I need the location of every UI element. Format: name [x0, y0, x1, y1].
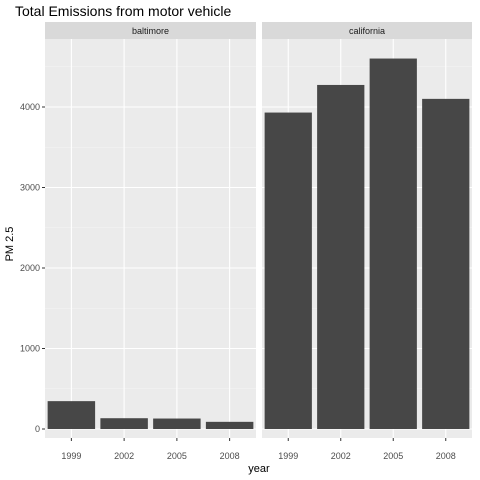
- bar-california-1999: [264, 112, 312, 429]
- bar-california-2008: [422, 98, 470, 429]
- x-tick-label: 2008: [220, 451, 240, 461]
- y-axis: 0 1000 2000 3000 4000: [20, 102, 45, 434]
- bar-california-2002: [317, 84, 365, 430]
- facet-panels: baltimore 1999 2002 2005 2008 california 1999 2…: [45, 22, 472, 461]
- x-tick-label: 2005: [167, 451, 187, 461]
- panel-background: [45, 39, 256, 438]
- x-tick-label: 1999: [278, 451, 298, 461]
- bar-baltimore-2002: [100, 418, 148, 429]
- y-tick-label: 4000: [20, 102, 40, 112]
- facet-california: california 1999 2002 2005 2008: [262, 22, 472, 461]
- bar-baltimore-2005: [153, 418, 201, 429]
- x-tick-label: 2005: [383, 451, 403, 461]
- bar-baltimore-1999: [47, 401, 96, 429]
- bar-baltimore-2008: [205, 421, 254, 429]
- y-tick-label: 1000: [20, 344, 40, 354]
- facet-strip-label: california: [349, 26, 385, 36]
- y-axis-title: PM 2.5: [4, 227, 16, 262]
- x-tick-label: 2002: [331, 451, 351, 461]
- chart-title: Total Emissions from motor vehicle: [15, 3, 232, 19]
- x-axis-title: year: [248, 463, 270, 475]
- y-tick-label: 3000: [20, 183, 40, 193]
- facet-baltimore: baltimore 1999 2002 2005 2008: [45, 22, 256, 461]
- bar-california-2005: [369, 58, 417, 429]
- y-tick-label: 0: [35, 424, 40, 434]
- x-tick-label: 2008: [436, 451, 456, 461]
- y-tick-label: 2000: [20, 263, 40, 273]
- x-tick-label: 1999: [61, 451, 81, 461]
- facet-strip: [45, 22, 256, 39]
- facet-strip-label: baltimore: [132, 26, 169, 36]
- facet-strip: [262, 22, 472, 39]
- x-tick-label: 2002: [114, 451, 134, 461]
